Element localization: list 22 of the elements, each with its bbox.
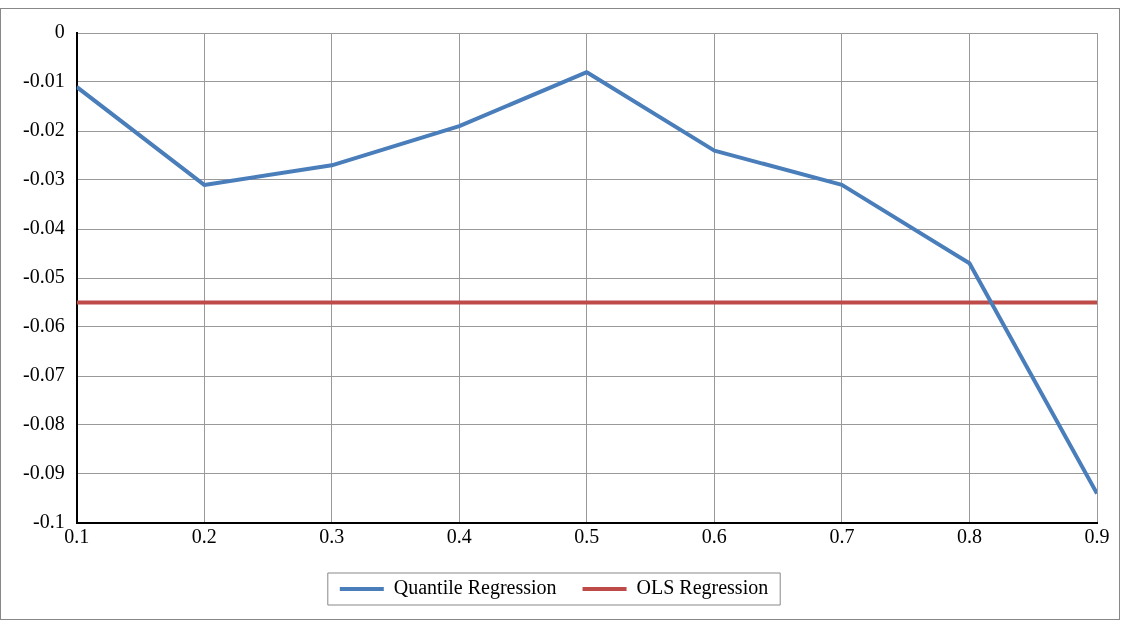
y-tick-label: -0.06 bbox=[22, 314, 65, 337]
y-tick-label: 0 bbox=[54, 20, 65, 43]
y-tick-label: -0.02 bbox=[22, 118, 65, 141]
x-tick-label: 0.6 bbox=[701, 525, 727, 548]
legend-label: Quantile Regression bbox=[393, 576, 557, 600]
y-tick-label: -0.01 bbox=[22, 69, 65, 92]
x-tick-label: 0.9 bbox=[1084, 525, 1110, 548]
legend-label: OLS Regression bbox=[636, 576, 769, 600]
y-tick-label: -0.09 bbox=[22, 461, 65, 484]
x-tick-label: 0.4 bbox=[446, 525, 472, 548]
y-tick-label: -0.1 bbox=[32, 510, 65, 533]
y-tick-label: -0.07 bbox=[22, 363, 65, 386]
y-tick-label: -0.04 bbox=[22, 216, 65, 239]
x-tick-label: 0.3 bbox=[319, 525, 345, 548]
x-tick-label: 0.7 bbox=[829, 525, 855, 548]
x-tick-label: 0.2 bbox=[191, 525, 217, 548]
x-tick-label: 0.8 bbox=[956, 525, 982, 548]
x-tick-label: 0.5 bbox=[574, 525, 600, 548]
y-tick-label: -0.03 bbox=[22, 167, 65, 190]
y-tick-label: -0.08 bbox=[22, 412, 65, 435]
x-tick-label: 0.1 bbox=[64, 525, 90, 548]
y-tick-label: -0.05 bbox=[22, 265, 65, 288]
